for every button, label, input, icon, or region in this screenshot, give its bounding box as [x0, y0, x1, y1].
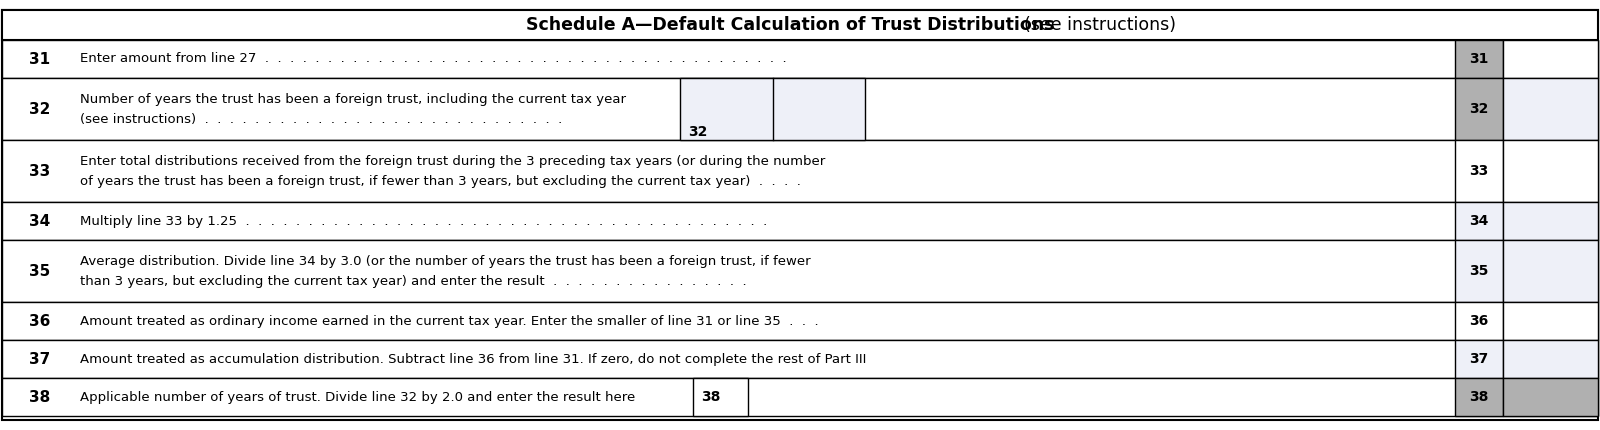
Bar — [2, 140, 1598, 202]
Text: 34: 34 — [1469, 214, 1488, 228]
Text: 38: 38 — [1469, 390, 1488, 404]
Text: 34: 34 — [29, 214, 51, 228]
Bar — [1502, 78, 1598, 140]
Bar — [1454, 78, 1502, 140]
Text: 37: 37 — [29, 351, 51, 366]
Bar — [1454, 302, 1502, 340]
Bar — [2, 202, 1598, 240]
Text: Applicable number of years of trust. Divide line 32 by 2.0 and enter the result : Applicable number of years of trust. Div… — [80, 390, 635, 403]
Text: 32: 32 — [1469, 102, 1488, 116]
Bar — [680, 78, 866, 140]
Text: of years the trust has been a foreign trust, if fewer than 3 years, but excludin: of years the trust has been a foreign tr… — [80, 175, 802, 187]
Text: Average distribution. Divide line 34 by 3.0 (or the number of years the trust ha: Average distribution. Divide line 34 by … — [80, 255, 811, 267]
Text: Amount treated as accumulation distribution. Subtract line 36 from line 31. If z: Amount treated as accumulation distribut… — [80, 353, 866, 366]
Bar — [1502, 40, 1598, 78]
Bar — [1454, 40, 1502, 78]
Text: (see instructions): (see instructions) — [1024, 16, 1176, 34]
Text: Amount treated as ordinary income earned in the current tax year. Enter the smal: Amount treated as ordinary income earned… — [80, 314, 819, 328]
Bar — [1454, 340, 1502, 378]
Text: 31: 31 — [1469, 52, 1488, 66]
Text: (see instructions)  .  .  .  .  .  .  .  .  .  .  .  .  .  .  .  .  .  .  .  .  : (see instructions) . . . . . . . . . . .… — [80, 113, 562, 126]
Bar — [2, 302, 1598, 340]
Bar — [1502, 140, 1598, 202]
Text: 35: 35 — [29, 264, 51, 279]
Text: 37: 37 — [1469, 352, 1488, 366]
Text: 32: 32 — [688, 125, 707, 139]
Text: 33: 33 — [29, 163, 51, 178]
Text: Multiply line 33 by 1.25  .  .  .  .  .  .  .  .  .  .  .  .  .  .  .  .  .  .  : Multiply line 33 by 1.25 . . . . . . . .… — [80, 215, 768, 227]
Bar — [1454, 202, 1502, 240]
Text: 36: 36 — [29, 313, 51, 329]
Text: Enter amount from line 27  .  .  .  .  .  .  .  .  .  .  .  .  .  .  .  .  .  . : Enter amount from line 27 . . . . . . . … — [80, 52, 787, 65]
Text: Enter total distributions received from the foreign trust during the 3 preceding: Enter total distributions received from … — [80, 154, 826, 168]
Bar — [2, 340, 1598, 378]
Bar — [1502, 240, 1598, 302]
Bar — [1454, 140, 1502, 202]
Text: 31: 31 — [29, 52, 51, 67]
Text: 32: 32 — [29, 101, 51, 117]
Text: 35: 35 — [1469, 264, 1488, 278]
Text: 36: 36 — [1469, 314, 1488, 328]
Bar — [1502, 378, 1598, 416]
Text: 38: 38 — [701, 390, 720, 404]
Text: 33: 33 — [1469, 164, 1488, 178]
Text: Schedule A—Default Calculation of Trust Distributions: Schedule A—Default Calculation of Trust … — [526, 16, 1054, 34]
Bar — [1502, 340, 1598, 378]
Bar — [1454, 240, 1502, 302]
Bar — [693, 378, 749, 416]
Bar — [1502, 202, 1598, 240]
Bar — [2, 378, 1598, 416]
Text: 38: 38 — [29, 390, 51, 405]
Bar — [2, 240, 1598, 302]
Bar — [1502, 302, 1598, 340]
Bar — [2, 10, 1598, 40]
Bar — [2, 40, 1598, 78]
Text: Number of years the trust has been a foreign trust, including the current tax ye: Number of years the trust has been a for… — [80, 92, 626, 105]
Text: than 3 years, but excluding the current tax year) and enter the result  .  .  . : than 3 years, but excluding the current … — [80, 274, 747, 288]
Bar — [2, 78, 1598, 140]
Bar — [1454, 378, 1502, 416]
